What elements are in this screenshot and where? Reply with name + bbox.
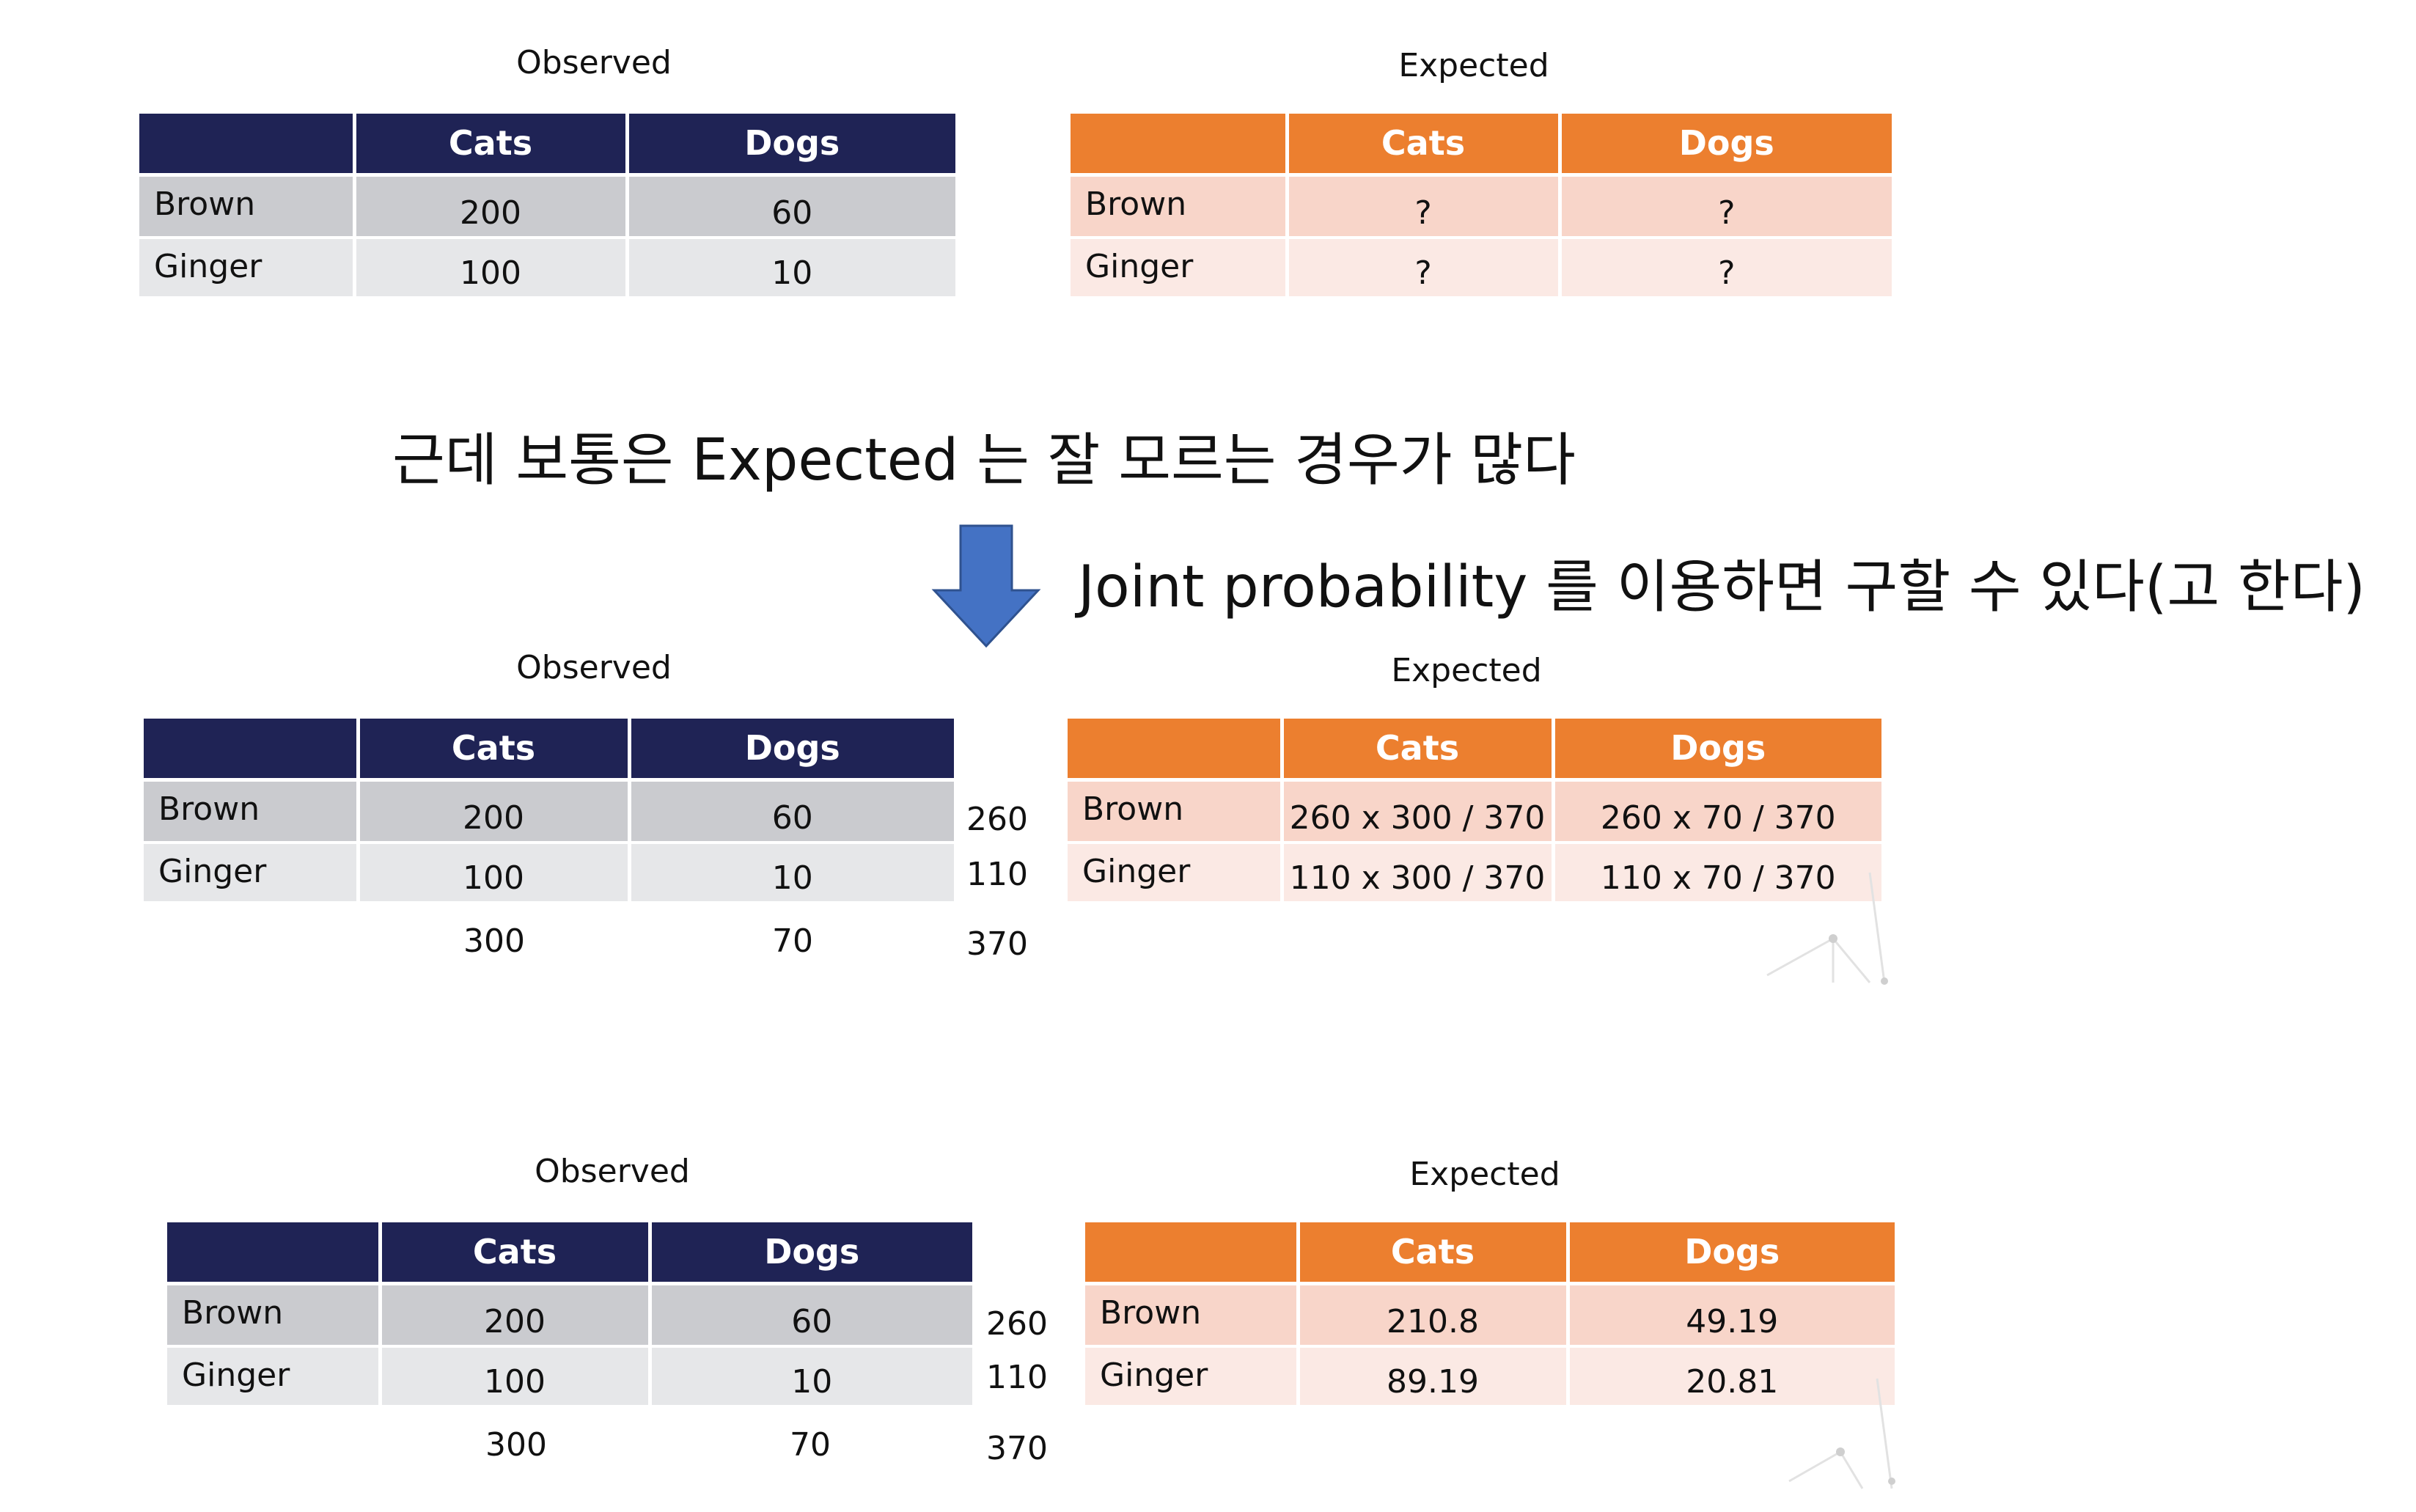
cell-brown-dogs: 60 <box>627 175 955 239</box>
cell-ginger-dogs: 110 x 70 / 370 <box>1553 843 1881 904</box>
row-label-brown: Brown <box>167 1283 382 1348</box>
grand-total: 370 <box>966 925 1028 963</box>
col-total-cats: 300 <box>485 1426 547 1464</box>
cell-brown-dogs: 60 <box>629 779 954 844</box>
cell-ginger-cats: ? <box>1287 238 1562 299</box>
header-corner <box>1068 719 1284 782</box>
decorative-network-graphic <box>1766 872 1888 985</box>
header-dogs: Dogs <box>1560 114 1892 177</box>
header-cats: Cats <box>1298 1222 1570 1285</box>
cell-brown-cats: 210.8 <box>1298 1283 1570 1348</box>
expected-caption-2: Expected <box>1391 652 1542 689</box>
row-label-ginger: Ginger <box>1085 1346 1300 1408</box>
header-corner <box>1085 1222 1300 1285</box>
cell-ginger-cats: 89.19 <box>1298 1346 1570 1408</box>
observed-table-2: Cats Dogs Brown 200 60 Ginger 100 10 <box>144 719 954 904</box>
cell-ginger-dogs: 20.81 <box>1568 1346 1895 1408</box>
col-total-cats: 300 <box>463 922 525 960</box>
arrow-note-text: Joint probability 를 이용하면 구할 수 있다(고 한다) <box>1078 554 2365 620</box>
expected-caption-1: Expected <box>1398 47 1549 84</box>
cell-ginger-cats: 100 <box>358 843 631 904</box>
expected-caption-3: Expected <box>1409 1156 1560 1193</box>
cell-brown-dogs: 49.19 <box>1568 1283 1895 1348</box>
header-cats: Cats <box>358 719 631 782</box>
header-dogs: Dogs <box>629 719 954 782</box>
header-cats: Cats <box>1282 719 1555 782</box>
statement-text: 근데 보통은 Expected 는 잘 모르는 경우가 많다 <box>392 427 1576 493</box>
cell-ginger-cats: 100 <box>354 238 629 299</box>
row-total-ginger: 110 <box>986 1359 1048 1396</box>
row-total-brown: 260 <box>986 1305 1048 1343</box>
cell-ginger-dogs: 10 <box>629 843 954 904</box>
observed-caption-1: Observed <box>516 44 672 81</box>
cell-ginger-cats: 100 <box>380 1346 652 1408</box>
cell-brown-dogs: 260 x 70 / 370 <box>1553 779 1881 844</box>
cell-ginger-dogs: ? <box>1560 238 1892 299</box>
row-label-ginger: Ginger <box>1071 238 1289 299</box>
expected-table-1: Cats Dogs Brown ? ? Ginger ? ? <box>1071 114 1892 299</box>
cell-brown-dogs: ? <box>1560 175 1892 239</box>
header-corner <box>1071 114 1289 177</box>
observed-table-3: Cats Dogs Brown 200 60 Ginger 100 10 <box>167 1222 972 1408</box>
row-label-brown: Brown <box>1085 1283 1300 1348</box>
header-corner <box>139 114 356 177</box>
col-total-dogs: 70 <box>772 922 813 960</box>
cell-ginger-dogs: 10 <box>650 1346 972 1408</box>
observed-caption-3: Observed <box>535 1153 690 1190</box>
header-corner <box>167 1222 382 1285</box>
expected-table-3: Cats Dogs Brown 210.8 49.19 Ginger 89.19… <box>1085 1222 1895 1408</box>
header-dogs: Dogs <box>1553 719 1881 782</box>
expected-table-2: Cats Dogs Brown 260 x 300 / 370 260 x 70… <box>1068 719 1881 904</box>
observed-caption-2: Observed <box>516 649 672 686</box>
header-dogs: Dogs <box>650 1222 972 1285</box>
row-label-brown: Brown <box>1071 175 1289 239</box>
cell-brown-cats: 260 x 300 / 370 <box>1282 779 1555 844</box>
row-label-brown: Brown <box>144 779 360 844</box>
row-total-brown: 260 <box>966 801 1028 838</box>
cell-ginger-dogs: 10 <box>627 238 955 299</box>
row-label-ginger: Ginger <box>139 238 356 299</box>
header-cats: Cats <box>1287 114 1562 177</box>
row-label-brown: Brown <box>1068 779 1284 844</box>
header-dogs: Dogs <box>1568 1222 1895 1285</box>
down-arrow-icon <box>931 524 1041 648</box>
header-cats: Cats <box>354 114 629 177</box>
row-label-ginger: Ginger <box>144 843 360 904</box>
row-label-ginger: Ginger <box>1068 843 1284 904</box>
header-corner <box>144 719 360 782</box>
cell-ginger-cats: 110 x 300 / 370 <box>1282 843 1555 904</box>
cell-brown-cats: 200 <box>354 175 629 239</box>
row-label-ginger: Ginger <box>167 1346 382 1408</box>
col-total-dogs: 70 <box>790 1426 831 1464</box>
grand-total: 370 <box>986 1430 1048 1467</box>
cell-brown-cats: 200 <box>358 779 631 844</box>
row-total-ginger: 110 <box>966 856 1028 893</box>
cell-brown-dogs: 60 <box>650 1283 972 1348</box>
decorative-network-graphic <box>1788 1378 1895 1489</box>
cell-brown-cats: 200 <box>380 1283 652 1348</box>
observed-table-1: Cats Dogs Brown 200 60 Ginger 100 10 <box>139 114 955 299</box>
header-cats: Cats <box>380 1222 652 1285</box>
cell-brown-cats: ? <box>1287 175 1562 239</box>
header-dogs: Dogs <box>627 114 955 177</box>
row-label-brown: Brown <box>139 175 356 239</box>
